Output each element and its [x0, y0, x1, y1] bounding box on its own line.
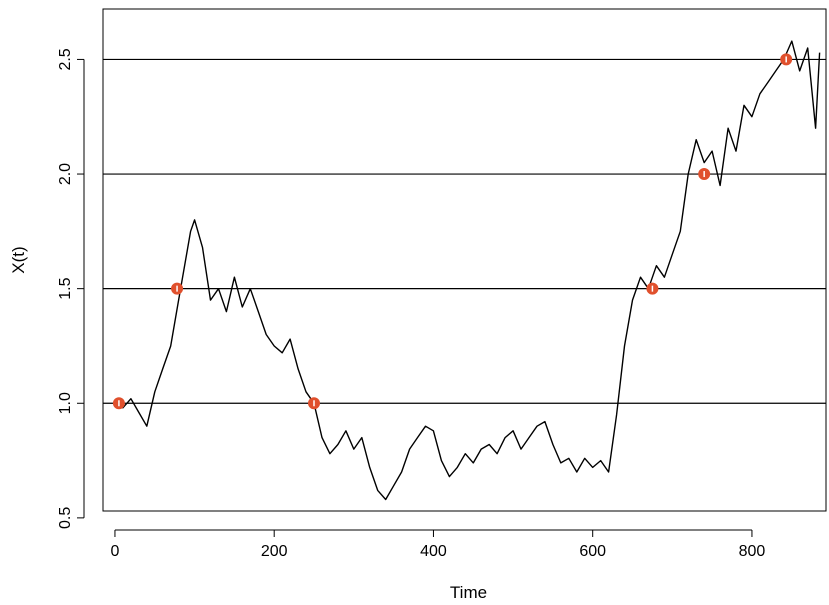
- y-tick-label: 0.5: [57, 507, 74, 529]
- x-axis: 0 200 400 600 800: [110, 529, 766, 560]
- y-tick-label: 1.5: [57, 277, 74, 299]
- x-axis-label: Time: [450, 583, 487, 602]
- plot-frame: [102, 8, 827, 512]
- reference-lines: [103, 58, 826, 404]
- series-layer: [114, 40, 821, 501]
- markers-layer: [112, 53, 793, 410]
- x-tick-label: 400: [420, 543, 447, 560]
- series-line: [114, 40, 821, 501]
- y-axis-label: X(t): [9, 246, 28, 273]
- x-tick-label: 200: [261, 543, 288, 560]
- x-tick-label: 0: [110, 543, 119, 560]
- x-tick-label: 800: [739, 543, 766, 560]
- y-tick-label: 2.0: [57, 163, 74, 185]
- x-tick-label: 600: [579, 543, 606, 560]
- y-axis: 0.5 1.0 1.5 2.0 2.5: [57, 48, 85, 529]
- y-tick-label: 1.0: [57, 392, 74, 414]
- y-tick-label: 2.5: [57, 48, 74, 70]
